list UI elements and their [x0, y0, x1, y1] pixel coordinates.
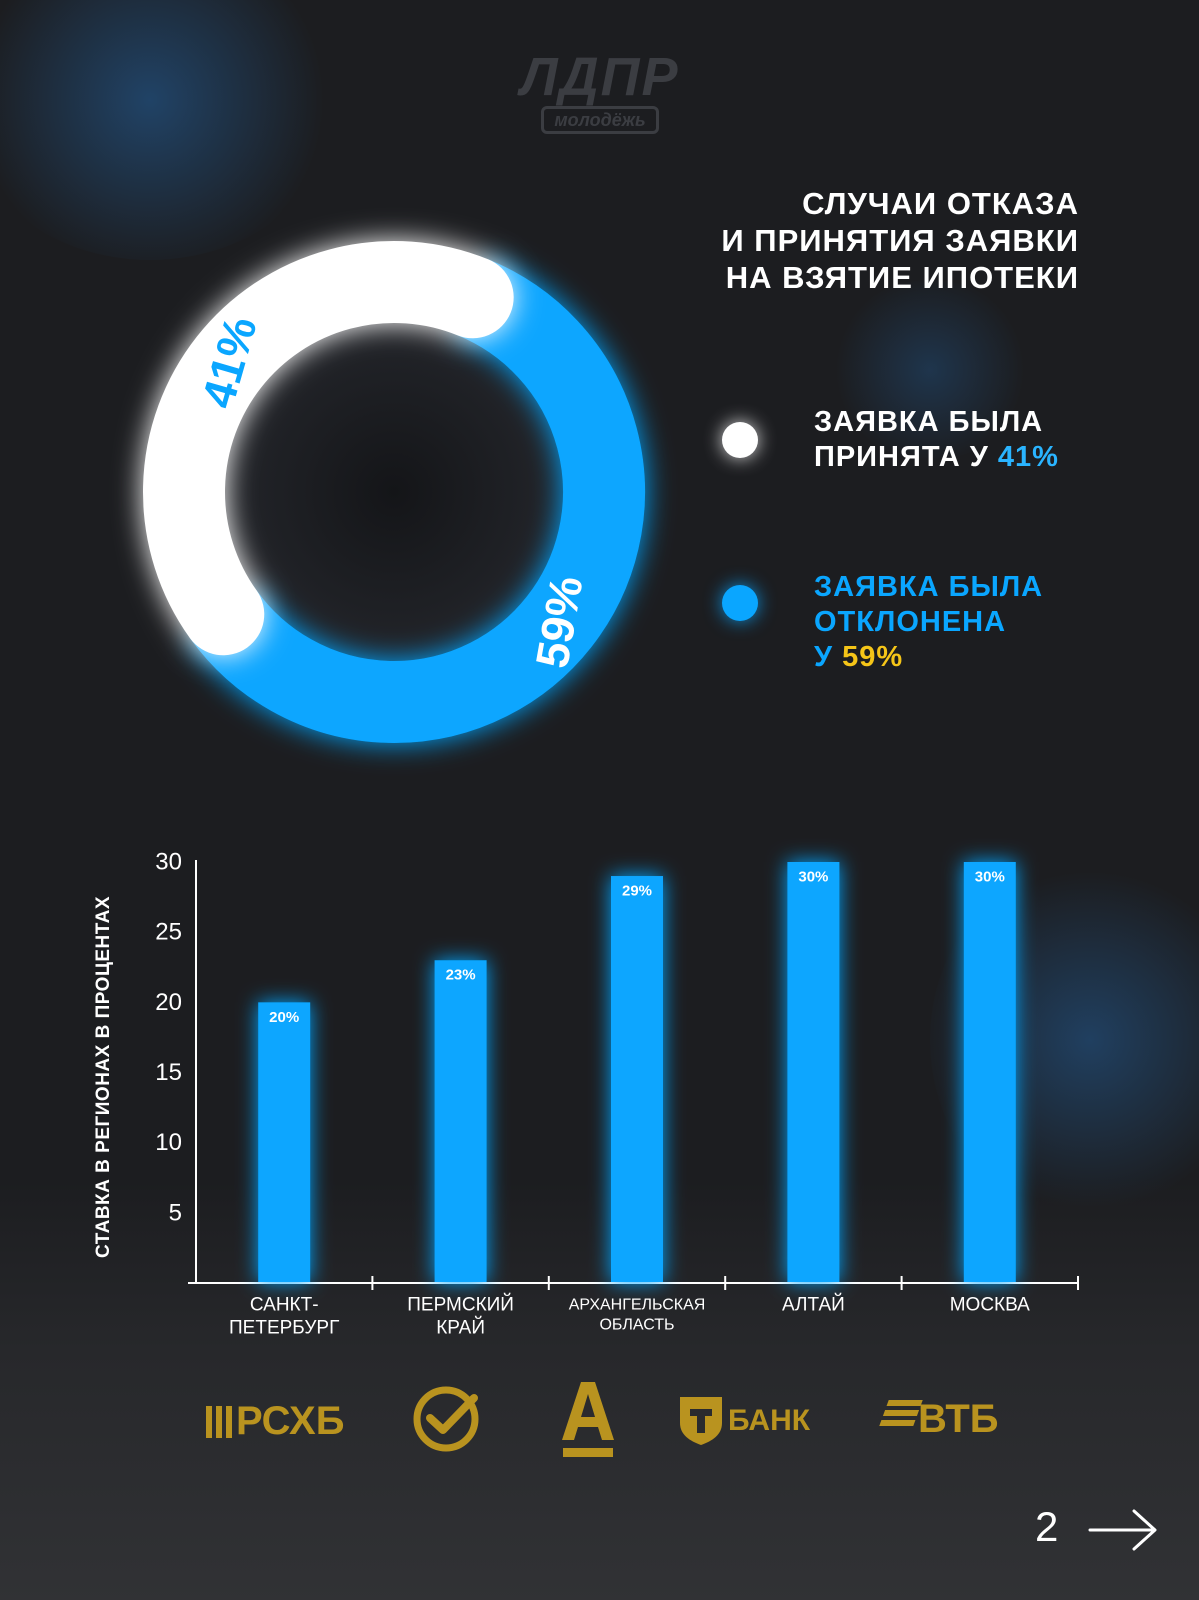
bar-data-label: 20% [269, 1009, 299, 1026]
title-line: И ПРИНЯТИЯ ЗАЯВКИ [721, 223, 1079, 258]
legend-dot-accepted [722, 422, 758, 458]
bar [258, 1002, 311, 1282]
bar-data-label: 29% [622, 883, 652, 900]
legend-accepted-value: 41% [997, 441, 1059, 473]
x-tick-label: ПЕРМСКИЙ [407, 1294, 514, 1316]
x-tick-label: САНКТ- [250, 1295, 319, 1316]
vtb-stripes-icon [879, 1400, 923, 1426]
legend-rejected-line1: ЗАЯВКА БЫЛА [814, 571, 1044, 603]
x-tick-label: КРАЙ [436, 1317, 485, 1339]
bar [611, 876, 663, 1282]
legend-accepted: ЗАЯВКА БЫЛА ПРИНЯТА У 41% [814, 405, 1059, 475]
y-tick-label: 30 [155, 849, 182, 876]
legend-rejected: ЗАЯВКА БЫЛА ОТКЛОНЕНА У 59% [814, 570, 1043, 675]
x-tick-label: ПЕТЕРБУРГ [229, 1318, 339, 1339]
legend-accepted-line1: ЗАЯВКА БЫЛА [814, 406, 1044, 438]
title-line: СЛУЧАИ ОТКАЗА [802, 186, 1079, 221]
donut-hole [224, 322, 564, 662]
rshb-label: РСХБ [236, 1399, 345, 1443]
x-tick-label: АРХАНГЕЛЬСКАЯ [569, 1297, 706, 1314]
y-tick-label: 25 [155, 919, 182, 946]
legend-rejected-value: 59% [842, 641, 904, 673]
bank-logos: РСХБ БАНК ВТБ [0, 1378, 1199, 1468]
bar [434, 960, 487, 1282]
vtb-label: ВТБ [918, 1397, 999, 1441]
legend-accepted-line2: ПРИНЯТА У [814, 441, 998, 473]
vtb-logo: ВТБ [879, 1394, 999, 1444]
y-tick-label: 10 [155, 1129, 182, 1156]
tbank-label: БАНК [728, 1404, 811, 1438]
bar-chart: 5 10 15 20 25 30 20% САНКТ-ПЕТЕРБУРГ 23% ПЕРМСКИ… [155, 849, 1079, 1339]
bar-data-label: 30% [798, 869, 828, 886]
tbank-logo: БАНК [678, 1392, 810, 1449]
bar-data-label: 23% [446, 967, 476, 984]
x-tick-label: МОСКВА [950, 1295, 1030, 1316]
y-tick-label: 15 [155, 1059, 182, 1086]
legend-dot-rejected [722, 585, 758, 621]
title-line: НА ВЗЯТИЕ ИПОТЕКИ [725, 260, 1079, 295]
legend-rejected-line2: ОТКЛОНЕНА [814, 606, 1007, 638]
rshb-logo: РСХБ [206, 1396, 344, 1446]
legend-rejected-line3: У [814, 641, 843, 673]
tbank-shield-icon [680, 1397, 722, 1446]
chart-title: СЛУЧАИ ОТКАЗА И ПРИНЯТИЯ ЗАЯВКИ НА ВЗЯТИ… [721, 185, 1079, 296]
donut-chart: 41%59% [143, 241, 645, 743]
arrow-right-icon[interactable] [1088, 1508, 1158, 1552]
ldpr-logo: ЛДПР молодёжь [520, 48, 680, 138]
logo-sub-text: молодёжь [541, 106, 659, 134]
x-tick-label: ОБЛАСТЬ [599, 1317, 674, 1334]
donut-slice-rejected [189, 259, 645, 743]
alfa-a-icon [562, 1382, 614, 1457]
bar [963, 862, 1016, 1282]
rshb-stripes-icon [206, 1406, 236, 1438]
logo-main-text: ЛДПР [520, 47, 680, 107]
page-number: 2 [1035, 1503, 1059, 1550]
bar-data-label: 30% [975, 869, 1005, 886]
y-tick-label: 5 [169, 1199, 182, 1226]
donut-slice-accepted [143, 241, 514, 656]
sber-check-icon [413, 1386, 479, 1452]
x-tick-label: АЛТАЙ [782, 1294, 845, 1316]
y-tick-label: 20 [155, 989, 182, 1016]
bar [787, 862, 840, 1282]
